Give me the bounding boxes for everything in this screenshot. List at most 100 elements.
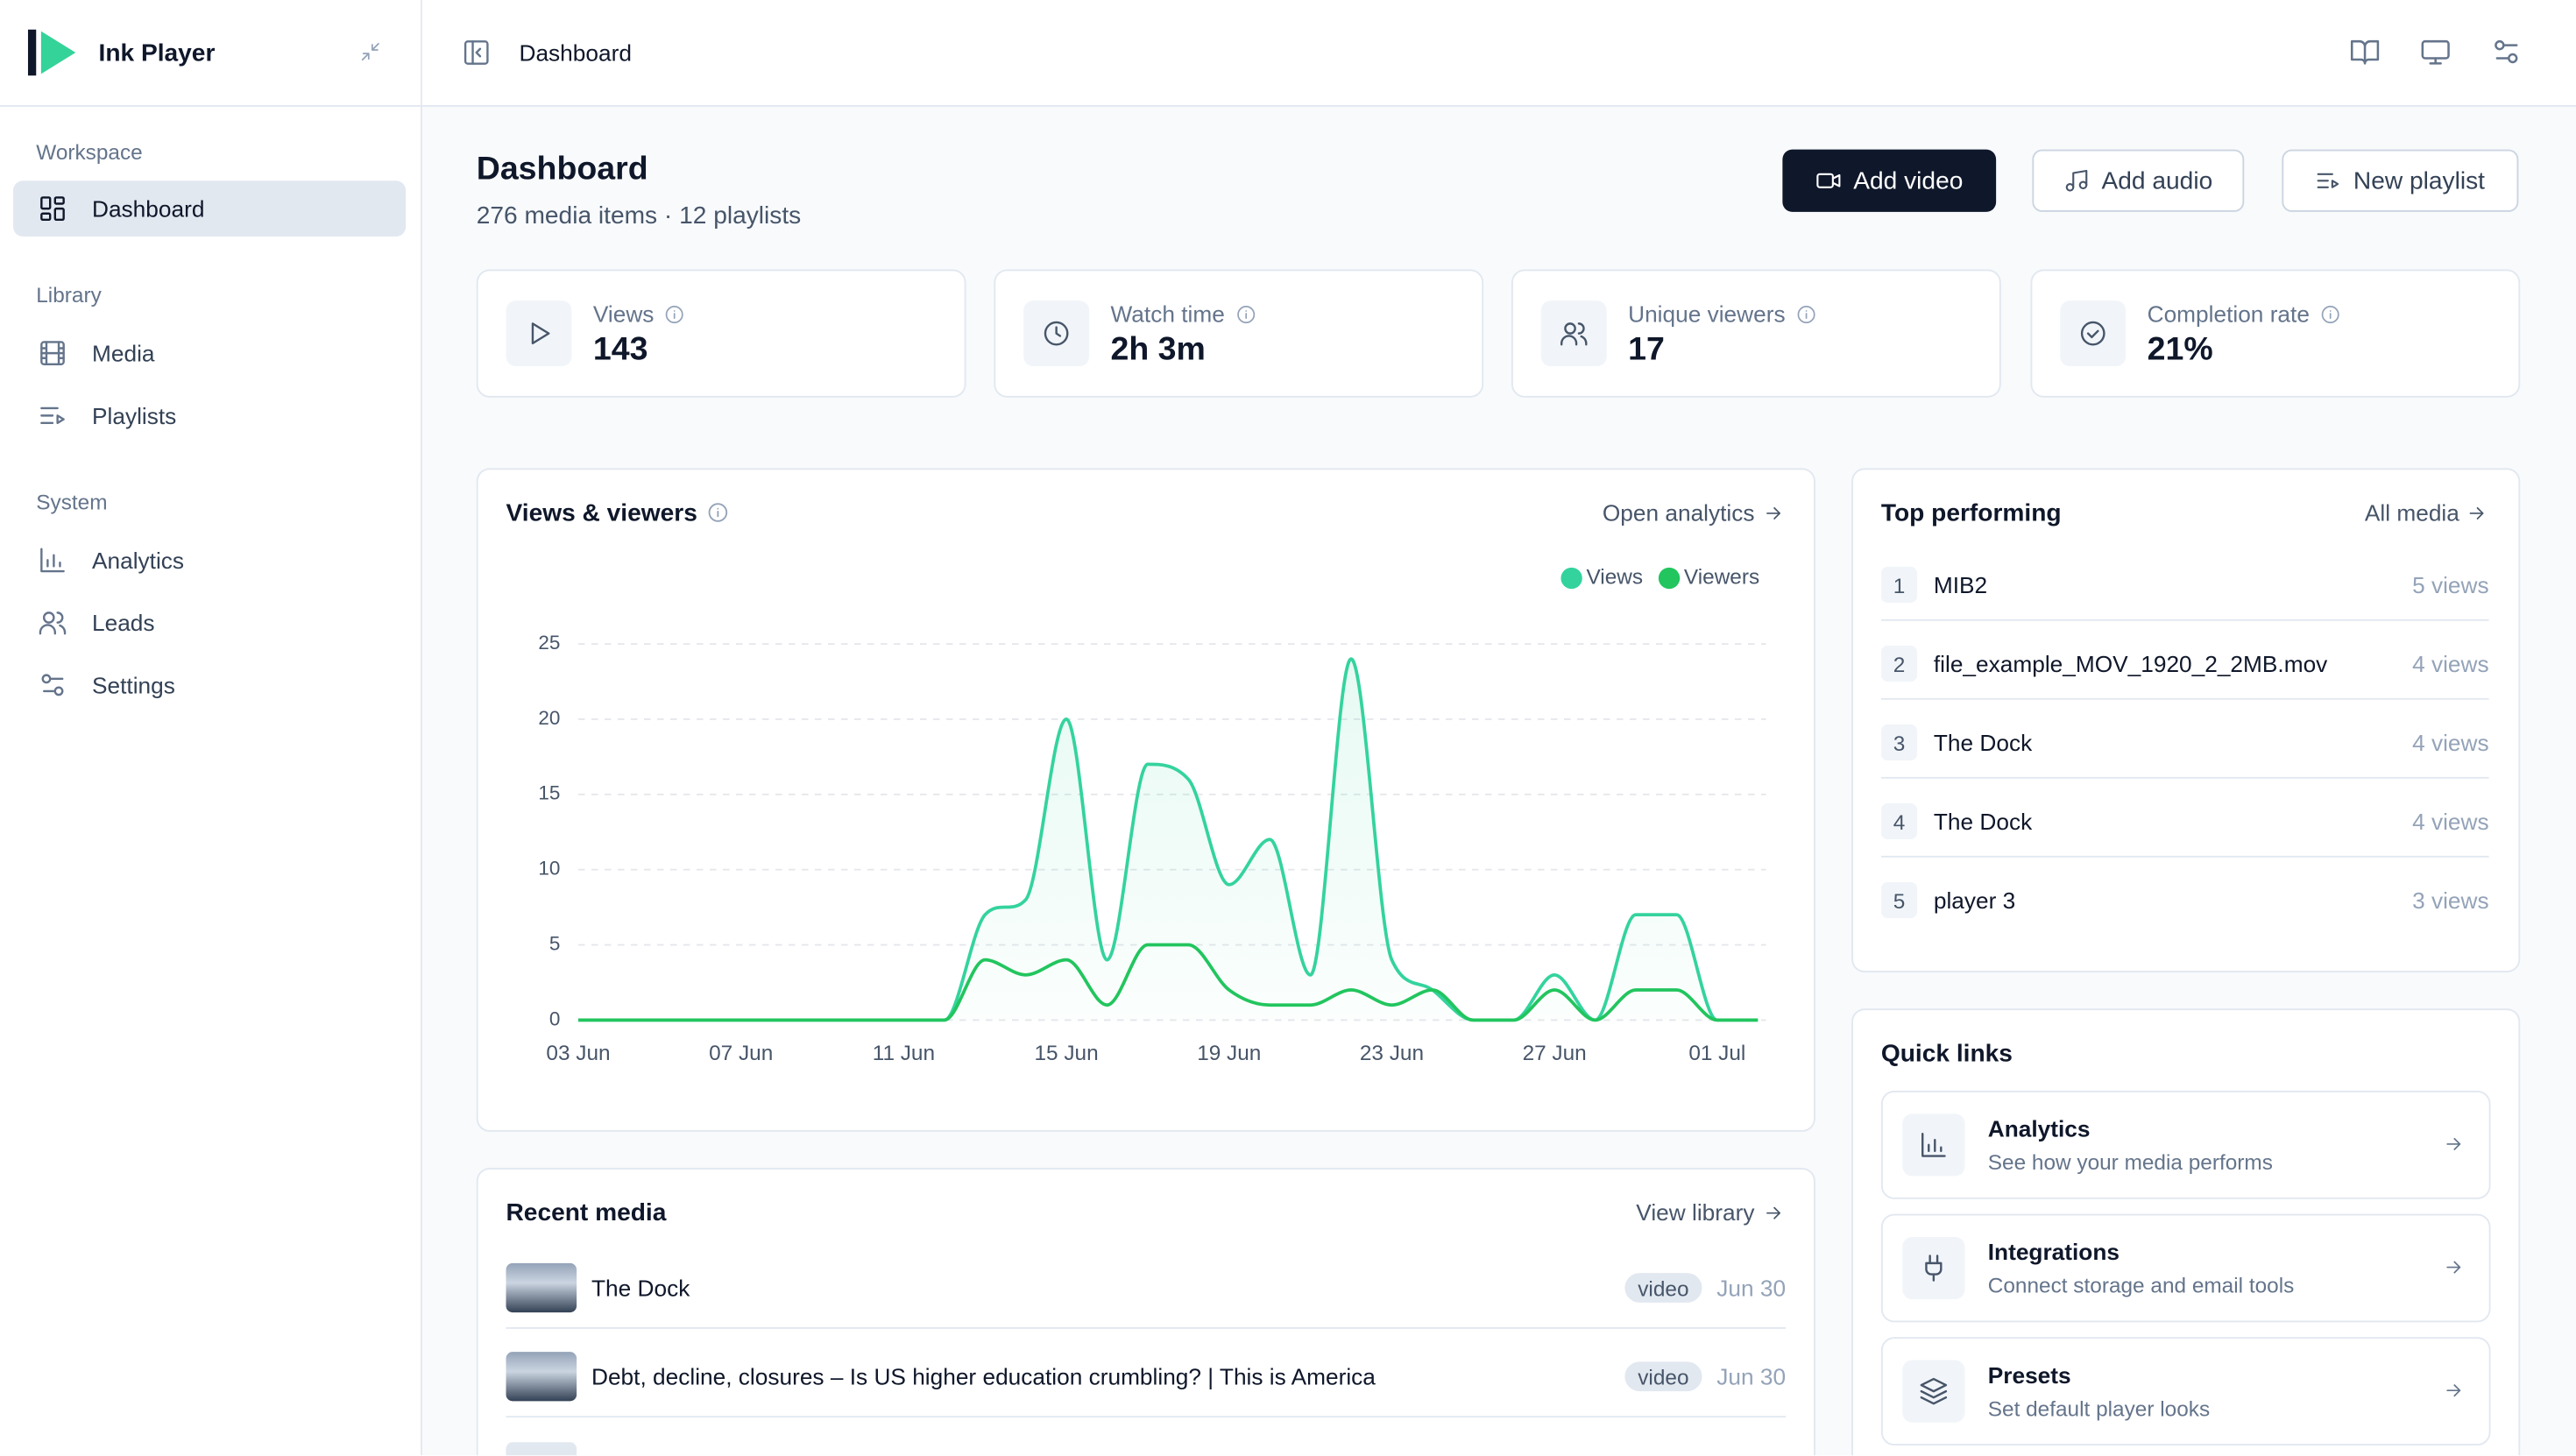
media-name[interactable]: The Dock (1933, 729, 2033, 756)
quick-title: Analytics (1987, 1115, 2091, 1142)
x-tick-label: 27 Jun (1523, 1042, 1587, 1065)
card-link[interactable]: Open analytics (1602, 499, 1755, 526)
chart: 0 5 10 15 20 25 03 Jun 07 Jun 11 Jun 15 Jun 19 Jun… (538, 565, 1766, 1065)
stat-label: Views (592, 300, 655, 328)
sidebar-section-title: Workspace (36, 138, 143, 164)
x-tick-label: 03 Jun (546, 1042, 610, 1065)
info-icon (708, 503, 728, 522)
rank-badge: 5 (1880, 881, 1918, 919)
row-divider (1880, 697, 2489, 700)
media-name[interactable]: MIB2 (1933, 571, 1988, 598)
nav-icon (40, 341, 65, 365)
x-tick-label: 07 Jun (709, 1042, 773, 1065)
action-button[interactable]: Add video (1782, 149, 1997, 212)
rank-badge: 4 (1880, 802, 1918, 840)
row-divider (1880, 618, 2489, 621)
x-tick-label: 19 Jun (1197, 1042, 1261, 1065)
stat-value: 143 (592, 331, 648, 368)
button-label: Add video (1853, 166, 1964, 195)
stat-icon (1560, 322, 1588, 346)
nav-item[interactable]: Dashboard (92, 195, 205, 223)
page-subtitle: 276 media items · 12 playlists (476, 201, 802, 230)
card-title: Views & viewers (506, 498, 697, 527)
nav-item[interactable]: Playlists (92, 402, 177, 429)
info-icon (1237, 306, 1256, 324)
link-arrow (2469, 506, 2484, 519)
media-date: Jun 30 (1716, 1275, 1787, 1301)
x-tick-label: 15 Jun (1034, 1042, 1098, 1065)
stat-icon-box (506, 300, 572, 367)
quick-arrow (2446, 1384, 2461, 1397)
rank-badge: 3 (1880, 724, 1918, 761)
sidebar-section-title: System (36, 488, 108, 513)
card-title: Recent media (506, 1198, 667, 1226)
row-divider (1880, 855, 2489, 858)
breadcrumb: Dashboard (519, 39, 632, 66)
media-date: Jun 30 (1716, 1363, 1787, 1390)
nav-icon (40, 196, 65, 221)
action-button[interactable]: New playlist (2282, 149, 2519, 212)
media-title[interactable]: Debt, decline, closures – Is US higher e… (591, 1363, 1376, 1390)
rank-badge: 1 (1880, 566, 1918, 604)
card-link[interactable]: All media (2364, 499, 2459, 526)
nav-item[interactable]: Leads (92, 609, 155, 636)
sidebar-toggle (464, 40, 489, 65)
app-name: Ink Player (98, 39, 216, 67)
media-title[interactable]: The Dock (591, 1275, 690, 1301)
stat-icon-box (1023, 300, 1090, 367)
quick-arrow (2446, 1261, 2461, 1274)
y-tick-label: 15 (538, 782, 560, 804)
quick-icon (1921, 1133, 1946, 1157)
quick-title: Integrations (1987, 1238, 2120, 1265)
quick-link[interactable] (1880, 1091, 2491, 1199)
area (578, 659, 1759, 1021)
quick-icon (1925, 1255, 1943, 1282)
x-tick-label: 11 Jun (873, 1042, 935, 1065)
stat-value: 21% (2147, 331, 2213, 368)
media-name[interactable]: file_example_MOV_1920_2_2MB.mov (1933, 650, 2328, 677)
media-views: 5 views (2412, 571, 2489, 598)
info-icon (2321, 306, 2339, 324)
stat-label: Completion rate (2147, 300, 2310, 328)
thumbnail (506, 1262, 577, 1313)
page-title: Dashboard (476, 151, 648, 187)
nav-icon (41, 674, 64, 696)
stat-label: Watch time (1110, 300, 1225, 328)
media-name[interactable]: The Dock (1933, 808, 2033, 835)
media-views: 4 views (2412, 729, 2489, 756)
row-divider (1880, 776, 2489, 779)
quick-link[interactable] (1880, 1337, 2491, 1445)
legend-label: Views (1587, 565, 1644, 589)
nav-item[interactable]: Media (92, 340, 155, 367)
nav-icon (40, 548, 65, 573)
legend-swatch (1560, 567, 1582, 590)
y-tick-label: 20 (538, 707, 560, 729)
quick-desc: Connect storage and email tools (1987, 1272, 2295, 1297)
quick-link[interactable] (1880, 1213, 2491, 1323)
y-tick-label: 5 (549, 932, 561, 954)
card-title: Top performing (1880, 498, 2062, 527)
card-link[interactable]: View library (1636, 1198, 1755, 1226)
stat-icon (531, 322, 550, 345)
media-views: 3 views (2412, 887, 2489, 914)
media-name[interactable]: player 3 (1933, 887, 2016, 914)
x-tick-label: 23 Jun (1360, 1042, 1424, 1065)
nav-item[interactable]: Analytics (92, 547, 185, 574)
stat-icon-box (1540, 300, 1607, 367)
thumbnail (506, 1352, 577, 1402)
x-tick-label: 01 Jul (1688, 1042, 1745, 1065)
type-badge: video (1624, 1273, 1702, 1303)
display-icon (2421, 39, 2450, 65)
link-arrow (1766, 506, 1781, 519)
button-label: New playlist (2353, 166, 2485, 195)
collapse-icon (361, 43, 379, 61)
top-card (1851, 468, 2521, 972)
quick-arrow (2446, 1137, 2461, 1150)
settings-icon (2495, 39, 2518, 64)
nav-item[interactable]: Settings (92, 671, 175, 698)
stat-label: Unique viewers (1628, 300, 1786, 328)
action-button[interactable]: Add audio (2032, 149, 2245, 212)
sidebar (0, 0, 422, 1456)
button-icon (2318, 173, 2340, 188)
